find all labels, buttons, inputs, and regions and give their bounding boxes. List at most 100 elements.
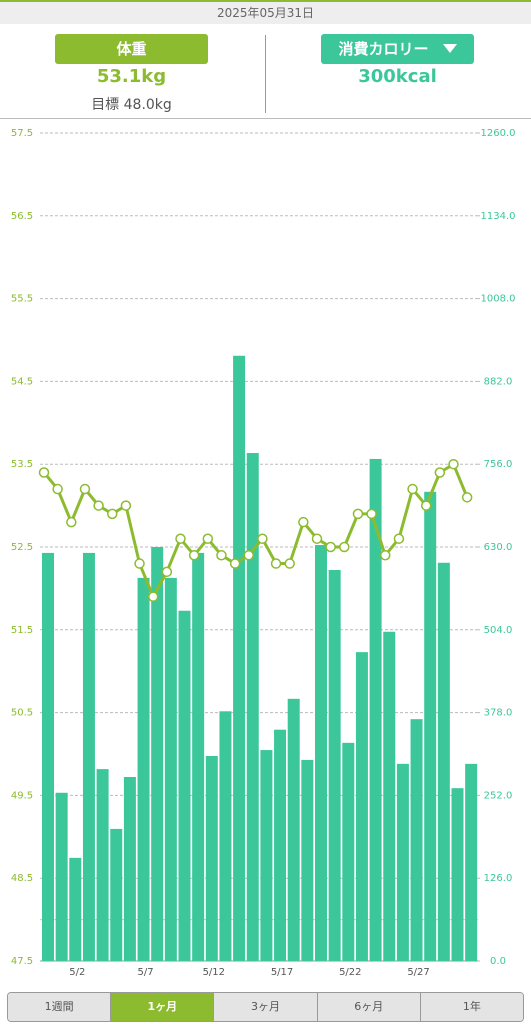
bar — [369, 458, 382, 961]
y-tick-label: 47.5 — [11, 956, 33, 967]
weight-point — [311, 533, 323, 544]
weight-point — [339, 541, 350, 553]
weight-point — [243, 550, 254, 561]
weight-point — [188, 550, 200, 561]
y-tick-label: 49.5 — [11, 790, 33, 801]
weight-point — [52, 483, 63, 495]
x-tick-label: 5/12 — [203, 967, 225, 978]
bar — [178, 610, 191, 961]
y-tick-label: 48.5 — [11, 873, 33, 884]
weight-point — [284, 558, 295, 569]
y-tick-label: 56.5 — [11, 211, 33, 222]
weight-point — [107, 508, 118, 520]
bar — [69, 857, 82, 961]
weight-point — [325, 541, 336, 553]
bar — [451, 788, 464, 961]
weight-point — [257, 533, 268, 544]
y2-tick-label: 1260.0 — [481, 128, 516, 139]
x-tick-label: 5/7 — [138, 967, 154, 978]
bar — [465, 763, 478, 961]
y2-tick-label: 0.0 — [490, 956, 506, 967]
bar — [42, 552, 54, 961]
bar — [328, 570, 341, 961]
y2-tick-label: 1134.0 — [481, 211, 516, 222]
bar — [287, 698, 300, 961]
weight-point — [434, 467, 446, 478]
bar — [82, 552, 95, 961]
weight-point — [229, 558, 241, 569]
weight-value: 53.1kg — [96, 66, 167, 87]
bar — [301, 759, 314, 961]
bar — [315, 545, 327, 961]
range-tab[interactable]: 3ヶ月 — [214, 993, 318, 1021]
weight-point — [120, 500, 132, 511]
bar — [137, 577, 150, 961]
weight-point — [79, 483, 91, 495]
bar — [246, 453, 259, 961]
bar — [151, 547, 164, 961]
weight-point — [366, 508, 377, 520]
y-tick-label: 52.5 — [11, 542, 33, 553]
y-tick-label: 54.5 — [11, 376, 33, 387]
weight-point — [420, 500, 432, 511]
weight-point — [216, 550, 227, 561]
separator — [265, 35, 266, 113]
bar — [96, 769, 109, 961]
bar — [274, 729, 287, 961]
weight-point — [393, 533, 405, 544]
weight-point — [380, 550, 391, 561]
weight-point — [202, 533, 214, 544]
bar — [233, 355, 246, 961]
weight-point — [352, 508, 364, 520]
bar — [192, 552, 205, 961]
divider — [0, 118, 531, 119]
y2-tick-label: 630.0 — [484, 542, 513, 553]
x-tick-label: 5/22 — [339, 967, 361, 978]
y-tick-label: 51.5 — [11, 625, 33, 636]
weight-point — [161, 566, 173, 578]
weight-point — [93, 500, 104, 511]
y2-tick-label: 756.0 — [484, 459, 513, 470]
bar — [383, 631, 396, 961]
y2-tick-label: 252.0 — [484, 790, 513, 801]
range-tab[interactable]: 1ヶ月 — [111, 993, 215, 1021]
range-tab[interactable]: 1週間 — [8, 993, 112, 1021]
y2-tick-label: 882.0 — [484, 376, 513, 387]
weight-button[interactable]: 体重 — [55, 34, 208, 64]
y-tick-label: 55.5 — [11, 294, 33, 305]
bar — [219, 711, 232, 961]
x-tick-label: 5/17 — [271, 967, 293, 978]
bar — [110, 828, 123, 961]
calorie-value: 300kcal — [358, 66, 437, 87]
y2-tick-label: 378.0 — [484, 708, 513, 719]
weight-point — [298, 516, 309, 528]
bar — [355, 652, 368, 961]
goal-text: 目標 48.0kg — [91, 97, 172, 113]
bar — [410, 719, 423, 961]
bar — [260, 750, 273, 961]
y-tick-label: 50.5 — [11, 708, 33, 719]
range-tab[interactable]: 1年 — [420, 993, 523, 1021]
bar — [164, 577, 177, 961]
weight-point — [175, 533, 186, 544]
weight-point — [461, 492, 473, 503]
weight-point — [448, 458, 459, 470]
weight-point — [66, 516, 77, 528]
date-bar: 2025年05月31日 — [0, 0, 531, 24]
calorie-button[interactable]: 消費カロリー — [321, 34, 474, 64]
chart: 47.5 48.5 49.5 50.5 51.5 52.5 53.5 54.5 55.5 56.5… — [11, 128, 516, 978]
range-tab[interactable]: 6ヶ月 — [317, 993, 421, 1021]
y-tick-label: 57.5 — [11, 128, 33, 139]
weight-point — [147, 591, 159, 602]
bar — [123, 777, 136, 961]
y2-tick-label: 504.0 — [484, 625, 513, 636]
bar — [55, 792, 68, 961]
x-tick-label: 5/27 — [407, 967, 429, 978]
weight-point — [270, 558, 282, 569]
bar — [424, 491, 437, 961]
y2-tick-label: 126.0 — [484, 873, 513, 884]
y2-tick-label: 1008.0 — [481, 294, 516, 305]
weight-point — [407, 483, 418, 495]
bar — [396, 763, 409, 961]
